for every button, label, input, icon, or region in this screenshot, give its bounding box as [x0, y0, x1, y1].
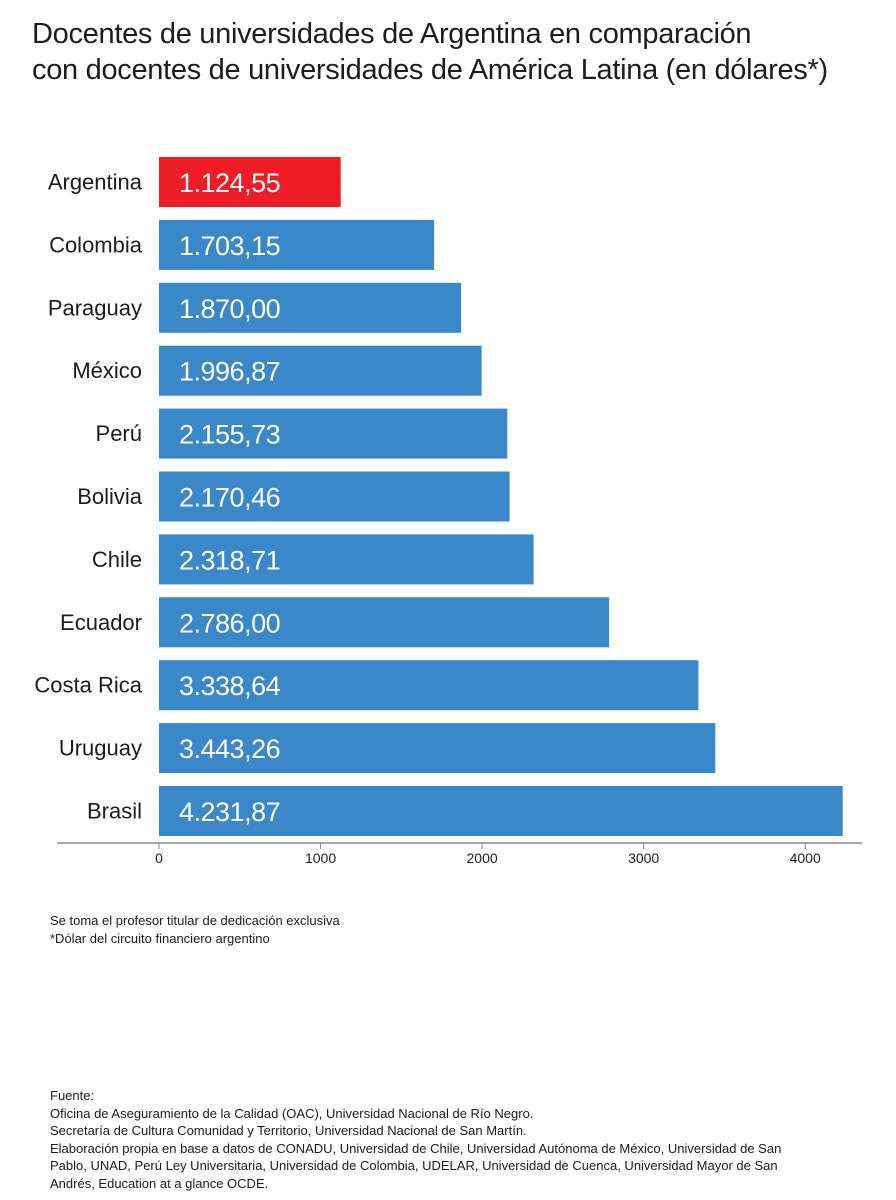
note-dollar: *Dólar del circuito financiero argentino [50, 931, 270, 946]
x-tick-label-2000: 2000 [467, 850, 498, 866]
source-block: Fuente: Oficina de Aseguramiento de la C… [50, 1087, 850, 1192]
bar-argentina [159, 157, 341, 207]
chart-title-line-2: con docentes de universidades de América… [32, 54, 828, 86]
bar-ecuador [159, 597, 610, 648]
note-dedication: Se toma el profesor titular de dedicació… [50, 913, 340, 928]
bar-chart: Argentina 1.124,55 Colombia 1.703,15 Paragua… [34, 157, 862, 866]
bar-bolivia [159, 471, 510, 522]
bar-brasil [159, 786, 843, 836]
source-line-5: Andrés, Education at a glance OCDE. [50, 1175, 269, 1191]
category-label-uruguay: Uruguay [59, 736, 142, 761]
value-label-costa-rica: 3.338,64 [179, 671, 281, 701]
bar-chile [159, 534, 534, 585]
x-tick-label-3000: 3000 [628, 850, 659, 866]
value-label-chile: 2.318,71 [179, 545, 280, 575]
bar-uruguay [159, 723, 716, 774]
category-label-paraguay: Paraguay [48, 295, 142, 320]
source-line-2: Secretaría de Cultura Comunidad y Territ… [50, 1123, 527, 1138]
value-label-mexico: 1.996,87 [179, 357, 280, 387]
category-label-brasil: Brasil [87, 799, 142, 824]
category-label-chile: Chile [92, 547, 142, 572]
source-line-4: Pablo, UNAD, Perú Ley Universitaria, Uni… [50, 1158, 778, 1173]
bar-costa-rica [159, 660, 699, 711]
x-tick-label-1000: 1000 [305, 850, 336, 866]
value-label-brasil: 4.231,87 [179, 797, 280, 827]
value-label-peru: 2.155,73 [179, 420, 280, 450]
category-label-ecuador: Ecuador [60, 610, 142, 635]
bar-colombia [159, 219, 435, 270]
bar-mexico [159, 345, 482, 396]
x-tick-label-4000: 4000 [790, 850, 821, 866]
chart-notes: Se toma el profesor titular de dedicació… [50, 912, 340, 948]
category-label-mexico: México [72, 358, 142, 383]
source-line-3: Elaboración propia en base a datos de CO… [50, 1140, 782, 1156]
x-tick-label-0: 0 [155, 850, 163, 866]
value-label-ecuador: 2.786,00 [179, 608, 280, 638]
bar-peru [159, 408, 508, 459]
value-label-colombia: 1.703,15 [179, 231, 280, 261]
source-label: Fuente: [50, 1088, 95, 1103]
category-label-colombia: Colombia [49, 232, 143, 257]
category-label-peru: Perú [96, 421, 142, 446]
value-label-paraguay: 1.870,00 [179, 294, 280, 324]
bar-paraguay [159, 282, 462, 333]
chart-title-line-1: Docentes de universidades de Argentina e… [32, 18, 752, 50]
category-label-bolivia: Bolivia [77, 484, 143, 509]
value-label-argentina: 1.124,55 [179, 168, 280, 198]
category-label-argentina: Argentina [48, 170, 143, 195]
value-label-bolivia: 2.170,46 [179, 483, 280, 513]
chart-title: Docentes de universidades de Argentina e… [32, 16, 882, 88]
category-label-costa-rica: Costa Rica [34, 673, 142, 698]
source-line-1: Oficina de Aseguramiento de la Calidad (… [50, 1105, 534, 1121]
value-label-uruguay: 3.443,26 [179, 734, 280, 764]
